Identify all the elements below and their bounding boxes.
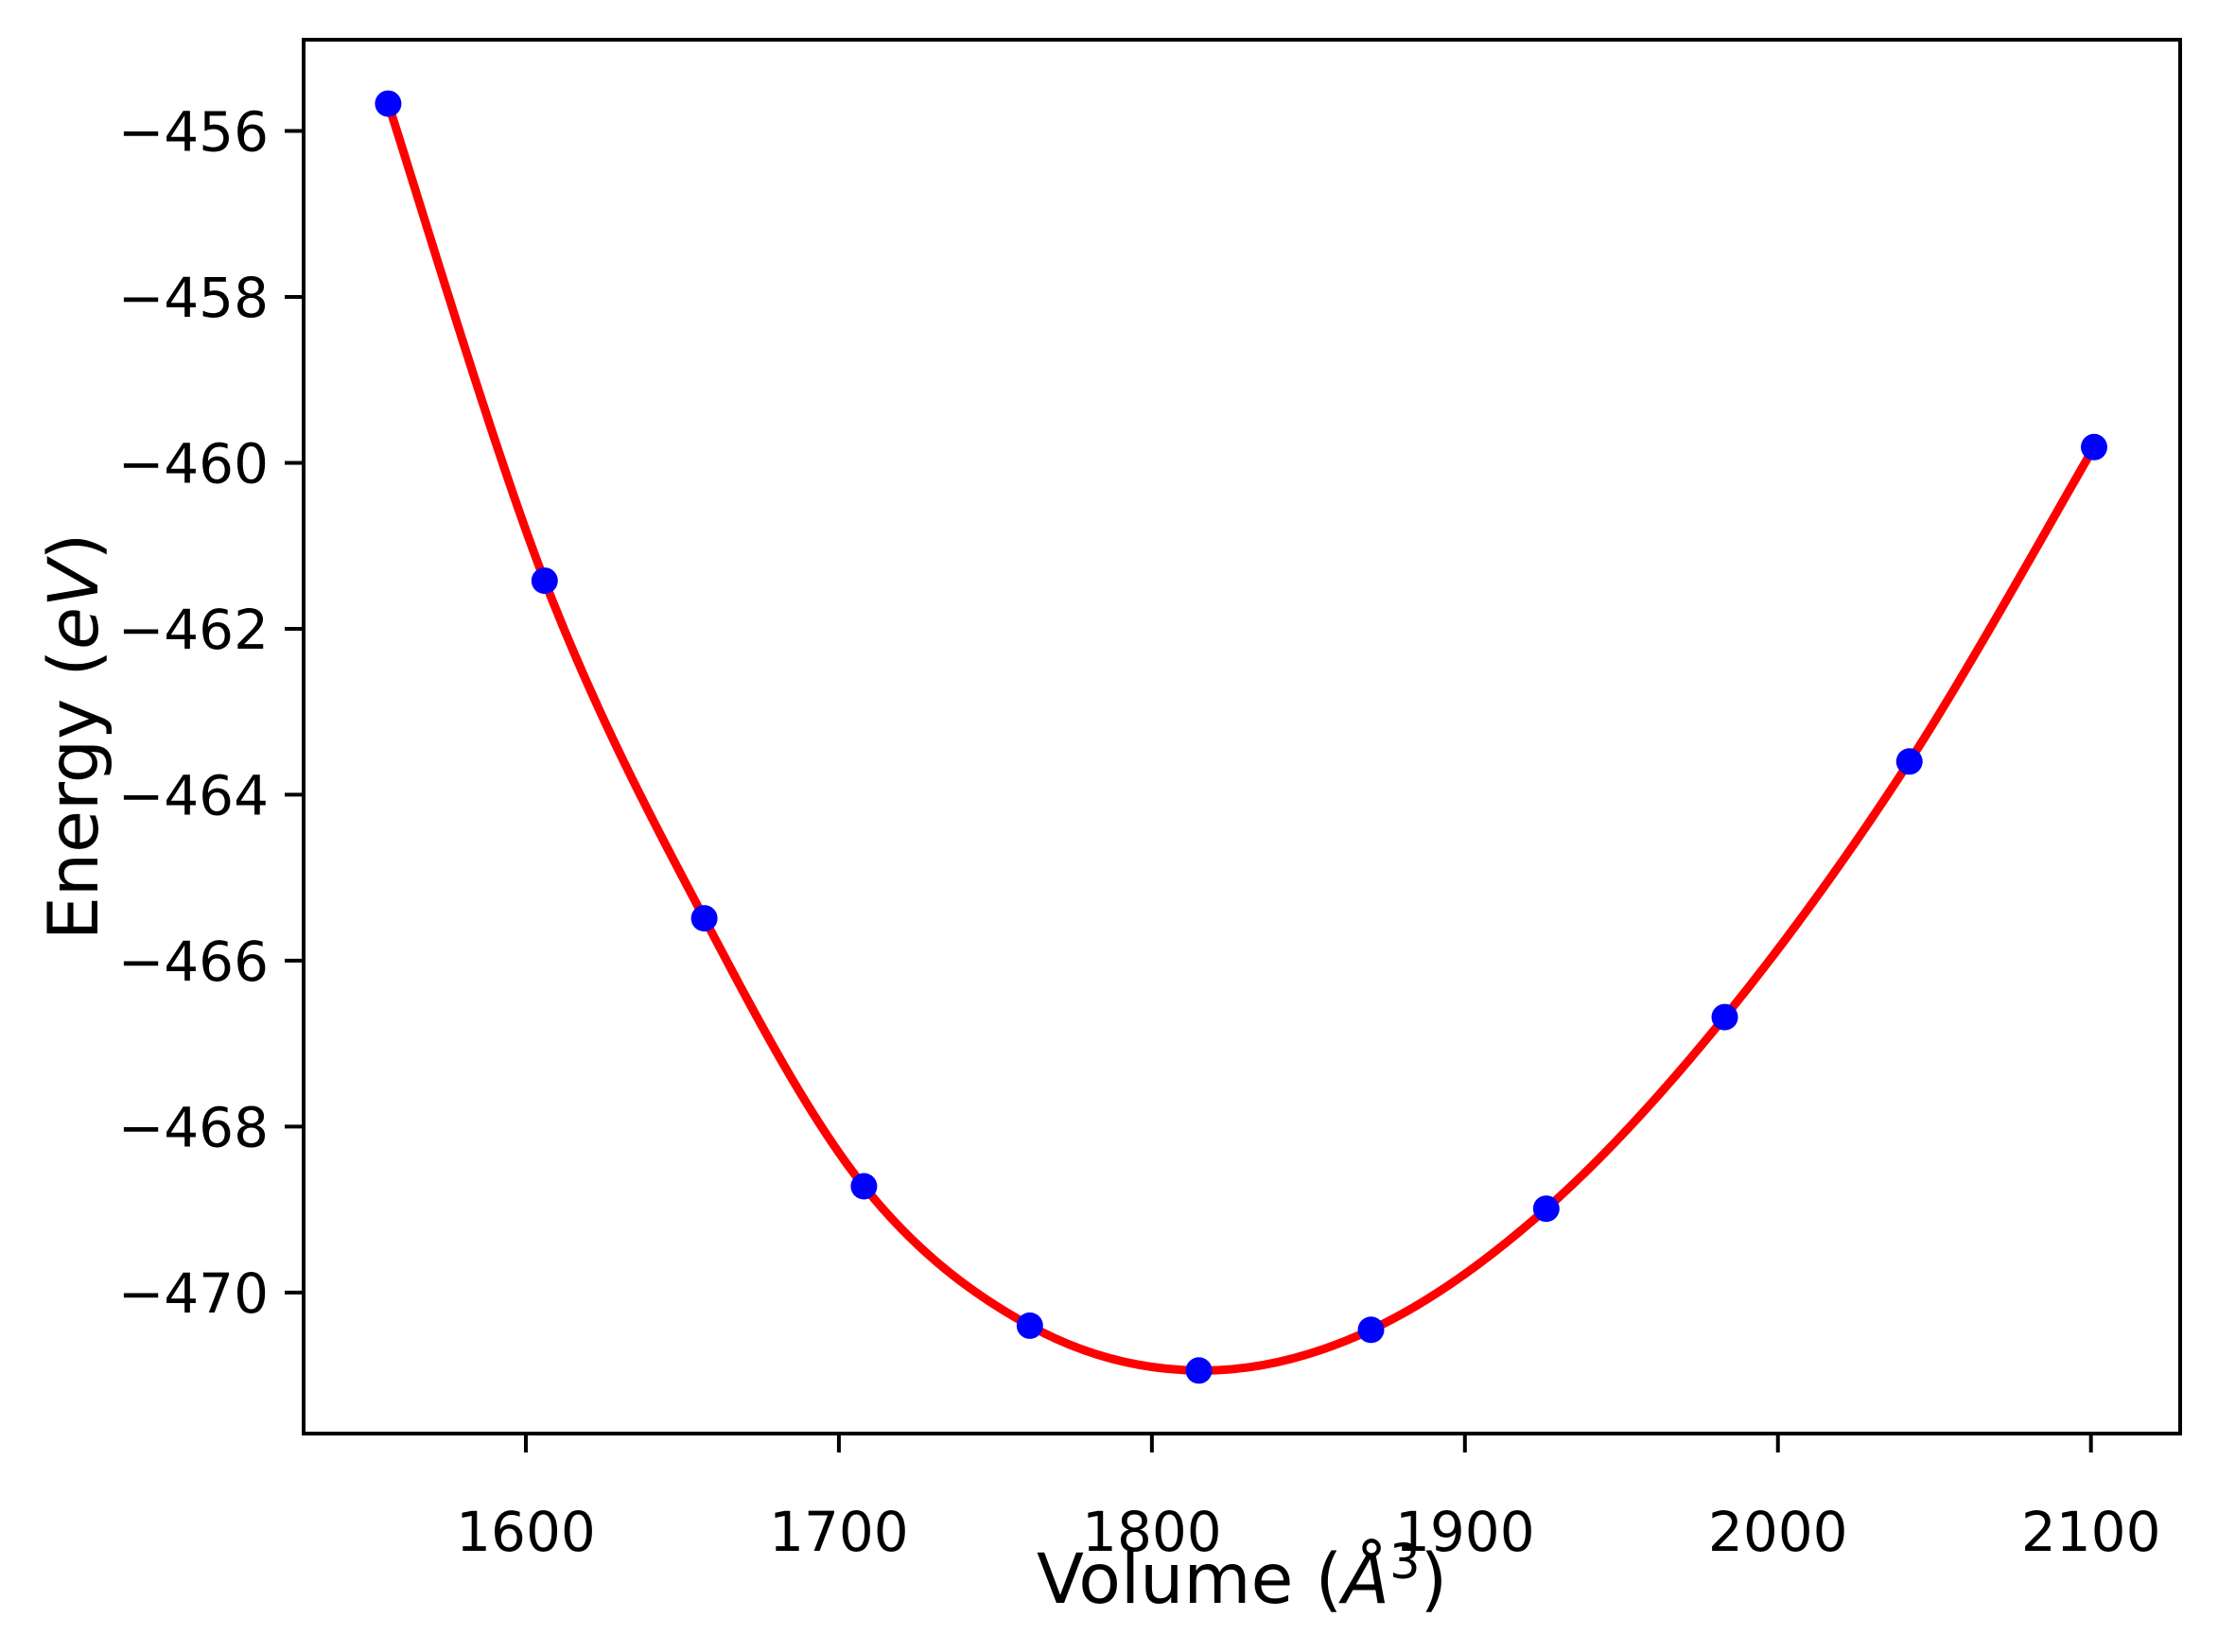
y-tick-label: −460 [118, 431, 269, 496]
data-point [690, 905, 718, 932]
data-point [1016, 1312, 1043, 1339]
y-tick-label: −464 [118, 763, 269, 827]
data-point [1532, 1195, 1560, 1223]
data-point [1185, 1357, 1213, 1384]
x-tick-label: 2100 [2021, 1500, 2161, 1564]
y-tick-label: −462 [118, 598, 269, 662]
y-axis-label: Energy (eV) [34, 533, 114, 941]
data-point [850, 1173, 878, 1200]
plot-frame [302, 38, 2182, 1435]
y-tick-label: −468 [118, 1095, 269, 1159]
x-tick-label: 1600 [456, 1500, 596, 1564]
data-point [1711, 1003, 1738, 1031]
fit-curve [383, 99, 2099, 1375]
data-point [1357, 1316, 1385, 1344]
x-tick-label: 1900 [1395, 1500, 1535, 1564]
y-tick-label: −458 [118, 266, 269, 330]
y-tick-label: −456 [118, 100, 269, 165]
data-point [1895, 748, 1923, 775]
x-axis-label: Volume (Å3) [1037, 1535, 1447, 1620]
y-tick-label: −466 [118, 930, 269, 994]
x-tick-label: 1800 [1082, 1500, 1222, 1564]
x-tick-label: 2000 [1708, 1500, 1848, 1564]
data-point [531, 567, 558, 595]
x-tick-label: 1700 [769, 1500, 909, 1564]
data-point [2081, 433, 2107, 461]
y-tick-label: −470 [118, 1261, 269, 1326]
data-point [375, 90, 402, 117]
